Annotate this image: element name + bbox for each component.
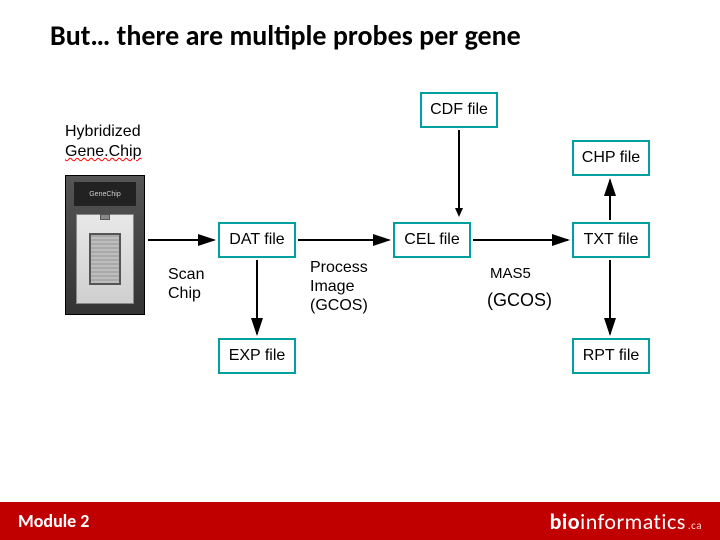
- dat-file-box: DAT file: [218, 222, 296, 258]
- brand-rest: informatics: [580, 508, 686, 535]
- cel-file-box: CEL file: [393, 222, 471, 258]
- brand-suffix: .ca: [686, 519, 702, 532]
- rpt-file-box: RPT file: [572, 338, 650, 374]
- footer-bar: Module 2 bioinformatics.ca: [0, 502, 720, 540]
- scan-chip-label: Scan Chip: [168, 265, 204, 303]
- hybridized-label: Hybridized: [65, 122, 141, 141]
- txt-file-box: TXT file: [572, 222, 650, 258]
- footer-brand: bioinformatics.ca: [550, 508, 702, 535]
- chip-notch: [100, 214, 110, 220]
- flow-diagram: Hybridized Gene.Chip GeneChip Scan Chip …: [0, 90, 720, 460]
- process-image-label: Process Image (GCOS): [310, 258, 368, 316]
- chip-body: [76, 214, 134, 304]
- chp-file-box: CHP file: [572, 140, 650, 176]
- footer-module-label: Module 2: [18, 510, 89, 532]
- chip-window: [89, 233, 121, 285]
- exp-file-box: EXP file: [218, 338, 296, 374]
- chip-header-text: GeneChip: [89, 191, 121, 198]
- cdf-file-box: CDF file: [420, 92, 498, 128]
- brand-bold: bio: [550, 508, 581, 535]
- chip-header: GeneChip: [74, 182, 136, 206]
- gcos-bottom-label: (GCOS): [487, 290, 552, 312]
- slide-title: But… there are multiple probes per gene: [50, 18, 521, 53]
- genechip-label: Gene.Chip: [65, 142, 142, 161]
- genechip-image: GeneChip: [65, 175, 145, 315]
- mas5-label: MAS5: [490, 265, 531, 283]
